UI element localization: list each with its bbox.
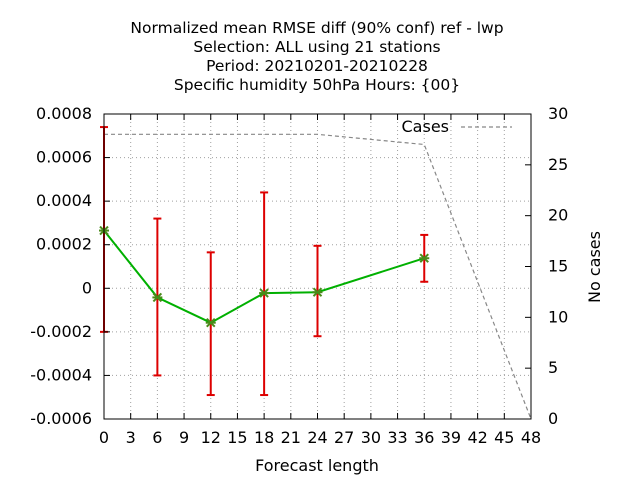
x-tick-label: 27 (334, 428, 354, 447)
x-tick-label: 24 (307, 428, 327, 447)
title-line-1: Normalized mean RMSE diff (90% conf) ref… (130, 19, 503, 37)
data-point (205, 318, 216, 328)
x-tick-label: 30 (361, 428, 381, 447)
data-point (259, 288, 270, 298)
x-tick-label: 18 (254, 428, 274, 447)
y-tick-label: -0.0006 (30, 409, 92, 428)
title-line-2: Selection: ALL using 21 stations (193, 38, 440, 56)
x-tick-label: 12 (201, 428, 221, 447)
x-tick-label: 15 (227, 428, 247, 447)
x-tick-label: 6 (152, 428, 162, 447)
data-point (152, 292, 163, 303)
x-tick-label: 0 (99, 428, 109, 447)
y-tick-label: 0.0008 (36, 104, 92, 123)
x-tick-label: 33 (387, 428, 407, 447)
chart-title: Normalized mean RMSE diff (90% conf) ref… (130, 19, 503, 94)
y-tick-label: 0 (82, 278, 92, 297)
x-tick-label: 21 (281, 428, 301, 447)
series-line (103, 229, 425, 324)
x-tick-label: 45 (494, 428, 514, 447)
y-tick-label: 0.0006 (36, 148, 92, 167)
y2-axis-title: No cases (585, 231, 604, 303)
y2-tick-label: 25 (548, 155, 568, 174)
cases-line (104, 133, 532, 420)
y2-tick-label: 20 (548, 206, 568, 225)
data-point (312, 287, 323, 297)
y-tick-label: -0.0002 (30, 322, 92, 341)
title-line-3: Period: 20210201-20210228 (206, 57, 428, 75)
y2-tick-label: 10 (548, 307, 568, 326)
y-tick-label: 0.0002 (36, 235, 92, 254)
axes: 0 3 6 9 12 15 18 21 24 27 30 33 36 39 42 45 48-0.0006-0.… (30, 104, 568, 447)
x-tick-label: 42 (467, 428, 487, 447)
y-tick-label: -0.0004 (30, 365, 92, 384)
data-point (419, 253, 430, 263)
y2-tick-label: 15 (548, 257, 568, 276)
x-axis-title: Forecast length (255, 456, 379, 475)
y2-tick-label: 5 (548, 358, 558, 377)
y2-tick-label: 30 (548, 104, 568, 123)
x-tick-label: 39 (441, 428, 461, 447)
title-line-4: Specific humidity 50hPa Hours: {00} (174, 76, 460, 94)
x-tick-label: 48 (521, 428, 541, 447)
x-tick-label: 36 (414, 428, 434, 447)
x-tick-label: 9 (179, 428, 189, 447)
legend-label-cases: Cases (402, 117, 450, 136)
x-tick-label: 3 (126, 428, 136, 447)
plot-area (99, 126, 532, 420)
y-tick-label: 0.0004 (36, 191, 92, 210)
legend: Cases (402, 117, 512, 136)
y2-tick-label: 0 (548, 409, 558, 428)
